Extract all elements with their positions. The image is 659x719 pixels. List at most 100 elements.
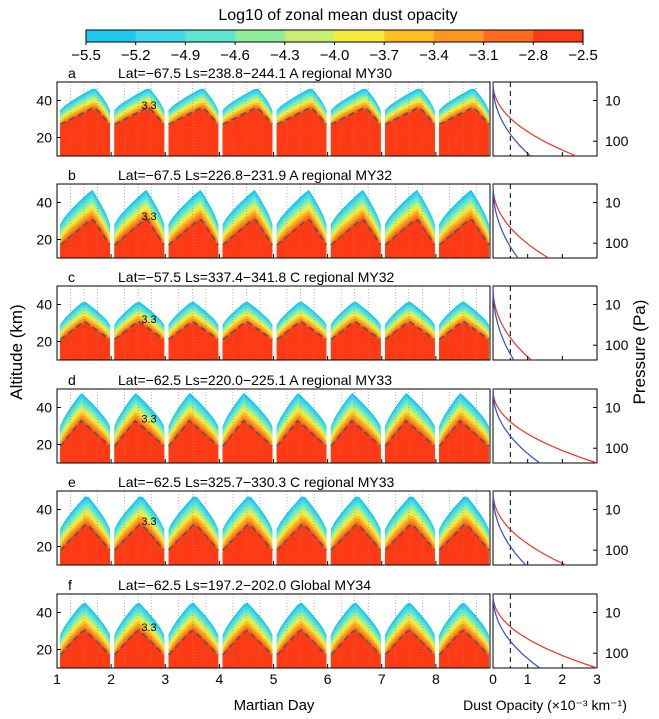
contour-line-3.3 <box>113 320 165 341</box>
contour-line-3.3 <box>167 629 219 656</box>
colorbar-swatches <box>85 29 584 43</box>
panel-title: Lat=−67.5 Ls=238.8−244.1 A regional MY30 <box>118 65 392 81</box>
pressure-tick-label: 100 <box>605 440 629 456</box>
panel-a: 3.3 a Lat=−67.5 Ls=238.8−244.1 A regional … <box>36 65 629 157</box>
profile-panel-frame <box>492 81 598 157</box>
panel-title: Lat=−62.5 Ls=220.0−225.1 A regional MY33 <box>118 372 392 388</box>
y-axis-label-pressure: Pressure (Pa) <box>630 300 649 405</box>
dust-contour-field <box>59 491 490 565</box>
pressure-tick-label: 10 <box>605 502 621 518</box>
contour-line-3.3 <box>384 419 436 447</box>
contour-line-3.3 <box>113 419 165 447</box>
dust-contour-field <box>59 82 490 156</box>
colorbar-swatch <box>334 30 385 42</box>
pressure-tick-label: 10 <box>605 195 621 211</box>
contour-label: 3.3 <box>141 314 156 326</box>
colorbar-swatch <box>86 30 136 42</box>
y-tick-label: 40 <box>36 502 52 518</box>
colorbar-tick-label: −4.3 <box>270 47 300 64</box>
contour-label: 3.3 <box>141 413 156 425</box>
y-tick-label: 40 <box>36 400 52 416</box>
dust-contour-band <box>276 630 327 668</box>
dust-contour-band <box>439 109 489 156</box>
dust-contour-field <box>59 184 490 258</box>
x-tick-label: 6 <box>324 671 332 687</box>
dust-opacity-profile-min <box>492 389 541 464</box>
x-tick-label: 2 <box>107 671 115 687</box>
colorbar-tick-label: −3.7 <box>369 47 399 64</box>
colorbar-tick-label: −4.6 <box>220 47 250 64</box>
dust-contour-band <box>114 218 165 258</box>
dust-contour-band <box>60 323 110 360</box>
colorbar-swatch <box>433 30 484 42</box>
panel-c: 3.3 c Lat=−57.5 Ls=337.4−341.8 C regional … <box>36 269 629 361</box>
contour-line-3.3 <box>59 219 111 246</box>
y-tick-label: 40 <box>36 93 52 109</box>
panel-title: Lat=−57.5 Ls=337.4−341.8 C regional MY32 <box>118 269 395 285</box>
x-tick-label: 3 <box>161 671 169 687</box>
contour-line-3.3 <box>438 419 490 447</box>
contour-line-3.3 <box>384 524 436 551</box>
dust-contour-band <box>114 109 165 156</box>
y-tick-label: 20 <box>36 437 52 453</box>
x-tick-label: 8 <box>432 671 440 687</box>
panel-letter: d <box>68 372 76 388</box>
contour-line-3.3 <box>276 320 327 341</box>
y-tick-label: 20 <box>36 334 52 350</box>
panel-letter: b <box>68 167 76 183</box>
profile-panel-frame <box>492 183 598 259</box>
contour-line-3.3 <box>167 219 219 246</box>
pressure-tick-label: 10 <box>605 93 621 109</box>
dust-opacity-profile-max <box>492 491 567 566</box>
contour-line-3.3 <box>167 524 219 551</box>
x-axis-label-dust-opacity: Dust Opacity (×10⁻³ km⁻¹) <box>463 697 627 713</box>
contour-line-3.3 <box>59 320 111 341</box>
dust-opacity-profile-max <box>492 82 577 157</box>
dust-contour-band <box>222 109 273 156</box>
y-tick-label: 40 <box>36 195 52 211</box>
panel-letter: a <box>68 65 76 81</box>
contour-line-3.3 <box>330 219 382 246</box>
dust-opacity-profile-min <box>492 286 515 361</box>
dust-opacity-profile-min <box>492 184 519 259</box>
dust-contour-band <box>385 323 435 360</box>
pressure-tick-label: 100 <box>605 337 629 353</box>
dust-contour-band <box>60 218 110 258</box>
dust-contour-field <box>59 286 490 360</box>
colorbar-tick-label: −4.0 <box>320 47 350 64</box>
contour-line-3.3 <box>384 320 436 341</box>
pressure-tick-label: 10 <box>605 400 621 416</box>
dust-contour-band <box>276 109 327 156</box>
dust-contour-band <box>330 323 381 360</box>
dust-contour-field <box>59 389 490 463</box>
panel-f: 3.3 f Lat=−62.5 Ls=197.2−202.0 Global MY34… <box>36 577 628 687</box>
colorbar-tick-label: −3.1 <box>469 47 499 64</box>
pressure-tick-label: 100 <box>605 645 629 661</box>
dust-contour-band <box>385 630 435 668</box>
colorbar-tick-label: −5.2 <box>121 47 151 64</box>
contour-line-3.3 <box>222 524 274 551</box>
panel-e: 3.3 e Lat=−62.5 Ls=325.7−330.3 C regional … <box>36 474 629 566</box>
colorbar-swatch <box>235 30 286 42</box>
contour-line-3.3 <box>384 629 436 656</box>
profile-panel-frame <box>492 593 598 669</box>
y-axis-label-altitude: Altitude (km) <box>7 304 26 399</box>
x-tick-label: 1 <box>53 671 61 687</box>
dust-contour-band <box>330 218 381 258</box>
dust-contour-band <box>222 630 273 668</box>
contour-line-3.3 <box>167 419 219 447</box>
colorbar-swatch <box>384 30 435 42</box>
contour-line-3.3 <box>59 524 111 551</box>
dust-contour-band <box>114 630 165 668</box>
y-tick-label: 40 <box>36 297 52 313</box>
contour-line-3.3 <box>113 219 165 246</box>
opacity-tick-label: 0 <box>489 671 497 687</box>
contour-line-3.3 <box>276 629 328 656</box>
opacity-tick-label: 1 <box>524 671 532 687</box>
dust-contour-band <box>439 323 489 360</box>
contour-label: 3.3 <box>141 516 156 528</box>
contour-line-3.3 <box>221 419 273 447</box>
panel-letter: f <box>68 577 72 593</box>
contour-line-3.3 <box>330 419 382 447</box>
